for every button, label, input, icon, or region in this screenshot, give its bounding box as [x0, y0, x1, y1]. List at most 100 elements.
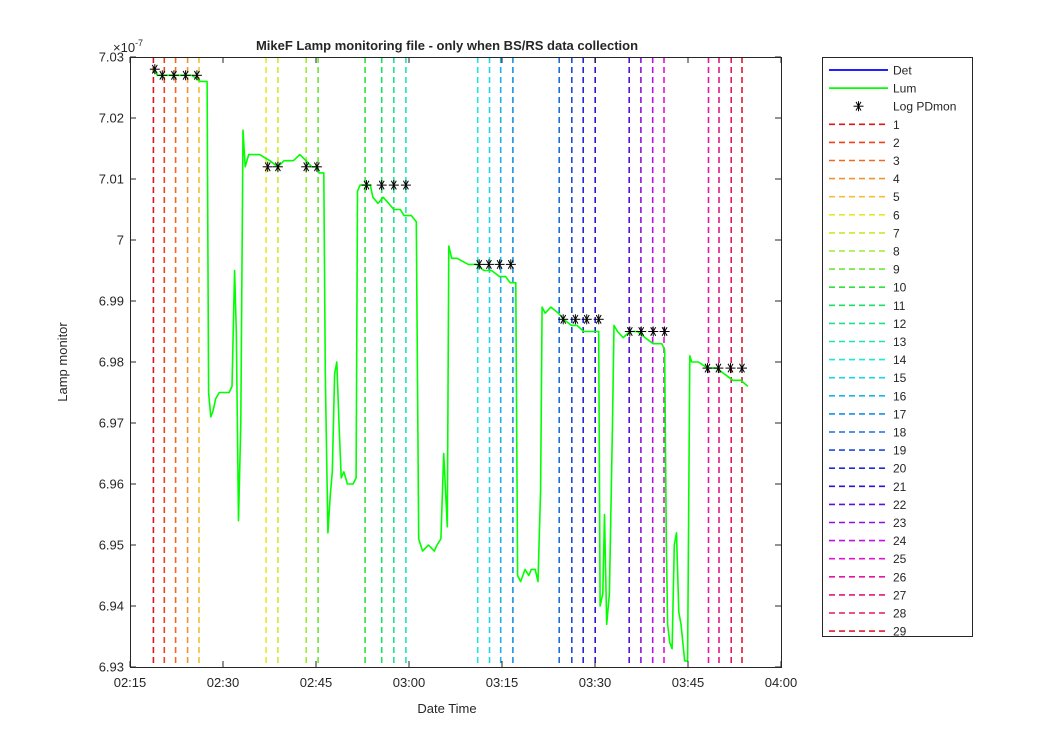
legend-label: 22	[893, 498, 907, 512]
log-pdmon-marker	[180, 70, 191, 81]
x-axis: 02:15 02:30 02:45 03:00 03:15 03:30 03:45 04:00	[114, 57, 798, 690]
chart-title: MikeF Lamp monitoring file - only when B…	[256, 38, 638, 53]
legend-label: 2	[893, 136, 900, 150]
log-pdmon-marker	[400, 180, 411, 191]
legend-label: 6	[893, 208, 900, 222]
legend-item: 18	[829, 426, 907, 440]
x-tick-label: 02:30	[207, 675, 240, 690]
x-axis-label: Date Time	[417, 701, 476, 716]
y-exponent-base: ×10	[113, 40, 135, 55]
legend-item: 22	[829, 498, 907, 512]
log-pdmon-marker	[659, 326, 670, 337]
legend-label: 26	[893, 570, 907, 584]
legend-item: Log PDmon	[853, 100, 956, 114]
legend-label: 18	[893, 426, 907, 440]
legend-item: 25	[829, 552, 907, 566]
legend-item: 27	[829, 588, 907, 602]
log-pdmon-marker	[262, 161, 273, 172]
y-tick-label: 6.97	[99, 416, 124, 431]
log-pdmon-marker	[311, 161, 322, 172]
log-pdmon-marker	[272, 161, 283, 172]
legend-label: 24	[893, 534, 907, 548]
log-pdmon-marker	[157, 70, 168, 81]
log-pdmon-marker	[702, 363, 713, 374]
y-axis-label: Lamp monitor	[55, 322, 70, 402]
legend-label: 9	[893, 263, 900, 277]
lum-series	[152, 68, 749, 662]
legend-label: 14	[893, 353, 907, 367]
legend-label: Lum	[893, 82, 916, 96]
y-exponent-label: ×10-7	[113, 38, 143, 55]
log-pdmon-marker	[505, 259, 516, 270]
legend-item: 24	[829, 534, 907, 548]
legend-item: 10	[829, 281, 907, 295]
legend-box	[822, 57, 973, 637]
y-tick-label: 6.99	[99, 294, 124, 309]
log-pdmon-marker	[376, 180, 387, 191]
legend-label: 29	[893, 625, 907, 639]
legend-item: 20	[829, 462, 907, 476]
legend-item: 7	[829, 226, 900, 240]
x-tick-label: 02:15	[114, 675, 147, 690]
log-pdmon-marker	[474, 259, 485, 270]
y-tick-label: 7.02	[99, 111, 124, 126]
legend-label: 21	[893, 480, 907, 494]
x-tick-label: 04:00	[765, 675, 798, 690]
log-pdmon-marker	[191, 70, 202, 81]
y-axis: 6.93 6.94 6.95 6.96 6.97 6.98 6.99 7 7.01 7.02 7.0…	[99, 50, 781, 675]
legend-item: 17	[829, 407, 907, 421]
legend-item: 1	[829, 118, 900, 132]
legend-label: 27	[893, 588, 907, 602]
log-pdmon-marker	[624, 326, 635, 337]
y-tick-label: 6.96	[99, 477, 124, 492]
legend-label: 25	[893, 552, 907, 566]
legend-label: 23	[893, 516, 907, 530]
legend-item: 15	[829, 371, 907, 385]
legend-item: 8	[829, 245, 900, 259]
legend-label: Det	[893, 64, 912, 78]
log-pdmon-marker	[483, 259, 494, 270]
legend-item: 29	[829, 625, 907, 639]
legend-label: Log PDmon	[893, 100, 956, 114]
y-tick-label: 7	[117, 233, 124, 248]
legend-label: 10	[893, 281, 907, 295]
legend-item: Det	[829, 64, 912, 78]
legend-item: 2	[829, 136, 900, 150]
y-tick-label: 7.01	[99, 172, 124, 187]
legend-label: 20	[893, 462, 907, 476]
legend-item: 11	[829, 299, 906, 313]
legend-item: 3	[829, 154, 900, 168]
x-tick-label: 03:15	[486, 675, 519, 690]
x-tick-label: 03:30	[579, 675, 612, 690]
legend-label: 17	[893, 407, 907, 421]
log-pdmon-series	[149, 64, 747, 374]
log-pdmon-marker	[558, 314, 569, 325]
legend-label: 28	[893, 607, 907, 621]
legend-item: 26	[829, 570, 907, 584]
legend-item: 19	[829, 444, 907, 458]
legend-item: 5	[829, 190, 900, 204]
x-tick-label: 03:45	[672, 675, 705, 690]
y-tick-label: 6.98	[99, 355, 124, 370]
y-tick-label: 7.03	[99, 50, 124, 65]
log-pdmon-marker	[648, 326, 659, 337]
y-exponent-power: -7	[135, 38, 143, 48]
legend-label: 15	[893, 371, 907, 385]
legend-label: 19	[893, 444, 907, 458]
log-pdmon-marker	[581, 314, 592, 325]
legend-label: 12	[893, 317, 907, 331]
log-pdmon-marker	[570, 314, 581, 325]
legend-item: 23	[829, 516, 907, 530]
log-pdmon-marker	[388, 180, 399, 191]
legend-item: 13	[829, 335, 907, 349]
legend-item: Lum	[829, 82, 916, 96]
legend-item: 12	[829, 317, 907, 331]
legend-label: 4	[893, 172, 900, 186]
log-pdmon-marker	[149, 64, 160, 75]
legend-label: 7	[893, 226, 900, 240]
log-pdmon-marker	[737, 363, 747, 374]
legend-label: 5	[893, 190, 900, 204]
log-pdmon-marker	[593, 314, 604, 325]
run-marker-lines	[152, 57, 743, 667]
legend-marker-symbol	[853, 101, 864, 112]
